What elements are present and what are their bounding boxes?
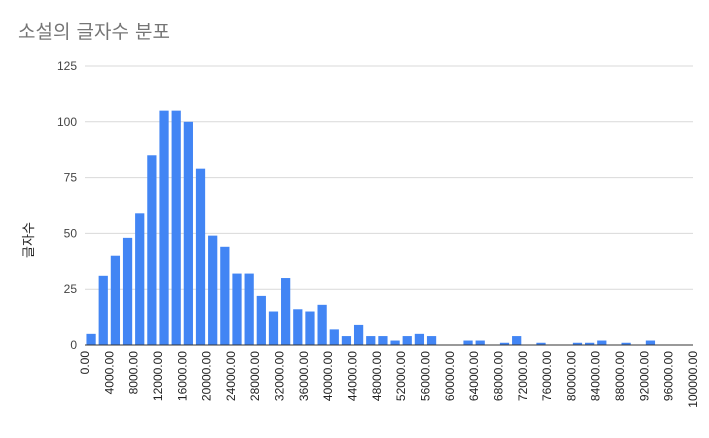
x-tick-label: 60000.00 (443, 351, 457, 401)
x-tick-label: 52000.00 (394, 351, 408, 401)
x-axis-ticks: 0.00 4000.00 8000.00 12000.00 16000.00 20000.… (78, 351, 700, 408)
x-tick-label: 92000.00 (637, 351, 651, 401)
histogram-bar (645, 340, 656, 345)
x-tick-label: 72000.00 (516, 351, 530, 401)
gridlines (85, 65, 693, 290)
histogram-bar (572, 342, 583, 345)
x-tick-label: 24000.00 (224, 351, 238, 401)
y-tick-label: 125 (57, 59, 77, 73)
y-tick-label: 75 (64, 171, 78, 185)
histogram-bar (281, 278, 291, 345)
histogram-bar (110, 255, 121, 345)
x-tick-label: 20000.00 (200, 351, 214, 401)
histogram-bar (195, 168, 206, 345)
x-tick-label: 16000.00 (175, 351, 189, 401)
histogram-bar (268, 311, 279, 345)
histogram-bar (597, 340, 607, 345)
x-tick-label: 56000.00 (418, 351, 432, 401)
x-tick-label: 84000.00 (589, 351, 603, 401)
x-tick-label: 8000.00 (127, 351, 141, 395)
y-axis-ticks: 0 25 50 75 100 125 (57, 59, 77, 352)
y-tick-label: 50 (64, 226, 78, 240)
histogram-bar (512, 336, 522, 345)
histogram-bar (159, 110, 169, 345)
histogram-bar (353, 324, 364, 345)
histogram-bar (293, 309, 303, 345)
histogram-bar (402, 336, 412, 345)
y-tick-label: 100 (57, 115, 77, 129)
x-tick-label: 80000.00 (564, 351, 578, 401)
histogram-bar (86, 333, 96, 345)
histogram-bar (426, 336, 437, 345)
histogram-bar (366, 336, 376, 345)
y-tick-label: 0 (70, 338, 77, 352)
histogram-bar (317, 304, 327, 345)
histogram-bar (183, 121, 193, 345)
x-tick-label: 68000.00 (491, 351, 505, 401)
histogram-bar (536, 342, 546, 345)
x-tick-label: 36000.00 (297, 351, 311, 401)
histogram-bar (390, 340, 400, 345)
x-tick-label: 76000.00 (540, 351, 554, 401)
histogram-bar (98, 275, 108, 345)
histogram-bar (329, 329, 339, 345)
x-tick-label: 88000.00 (613, 351, 627, 401)
histogram-bar (147, 155, 157, 345)
y-tick-label: 25 (64, 282, 78, 296)
histogram-bar (256, 295, 266, 345)
x-tick-label: 32000.00 (273, 351, 287, 401)
chart-title: 소설의 글자수 분포 (18, 21, 170, 43)
x-tick-label: 12000.00 (151, 351, 165, 401)
histogram-bar (232, 273, 242, 345)
histogram-bar (585, 342, 595, 345)
histogram-bar (122, 237, 133, 345)
histogram-bar (244, 273, 254, 345)
histogram-bar (341, 336, 352, 345)
histogram-bar (305, 311, 315, 345)
histogram-bar (378, 336, 388, 345)
x-tick-label: 64000.00 (467, 351, 481, 401)
histogram-bar (414, 333, 425, 345)
histogram-bar (475, 340, 485, 345)
x-tick-label: 100000.00 (686, 351, 700, 408)
x-tick-label: 40000.00 (321, 351, 335, 401)
x-tick-label: 48000.00 (370, 351, 384, 401)
histogram-bar (499, 342, 510, 345)
x-tick-label: 0.00 (78, 351, 92, 375)
bar-series (86, 110, 656, 345)
y-axis-label: 글자수 (22, 222, 37, 258)
x-tick-label: 96000.00 (662, 351, 676, 401)
histogram-bar (135, 213, 145, 345)
histogram-bar (621, 342, 631, 345)
x-tick-label: 28000.00 (248, 351, 262, 401)
histogram-bar (208, 235, 218, 345)
x-tick-label: 4000.00 (102, 351, 116, 395)
histogram-bar (220, 246, 230, 345)
histogram-bar (463, 340, 473, 345)
x-tick-label: 44000.00 (346, 351, 360, 401)
histogram-bar (171, 110, 181, 345)
